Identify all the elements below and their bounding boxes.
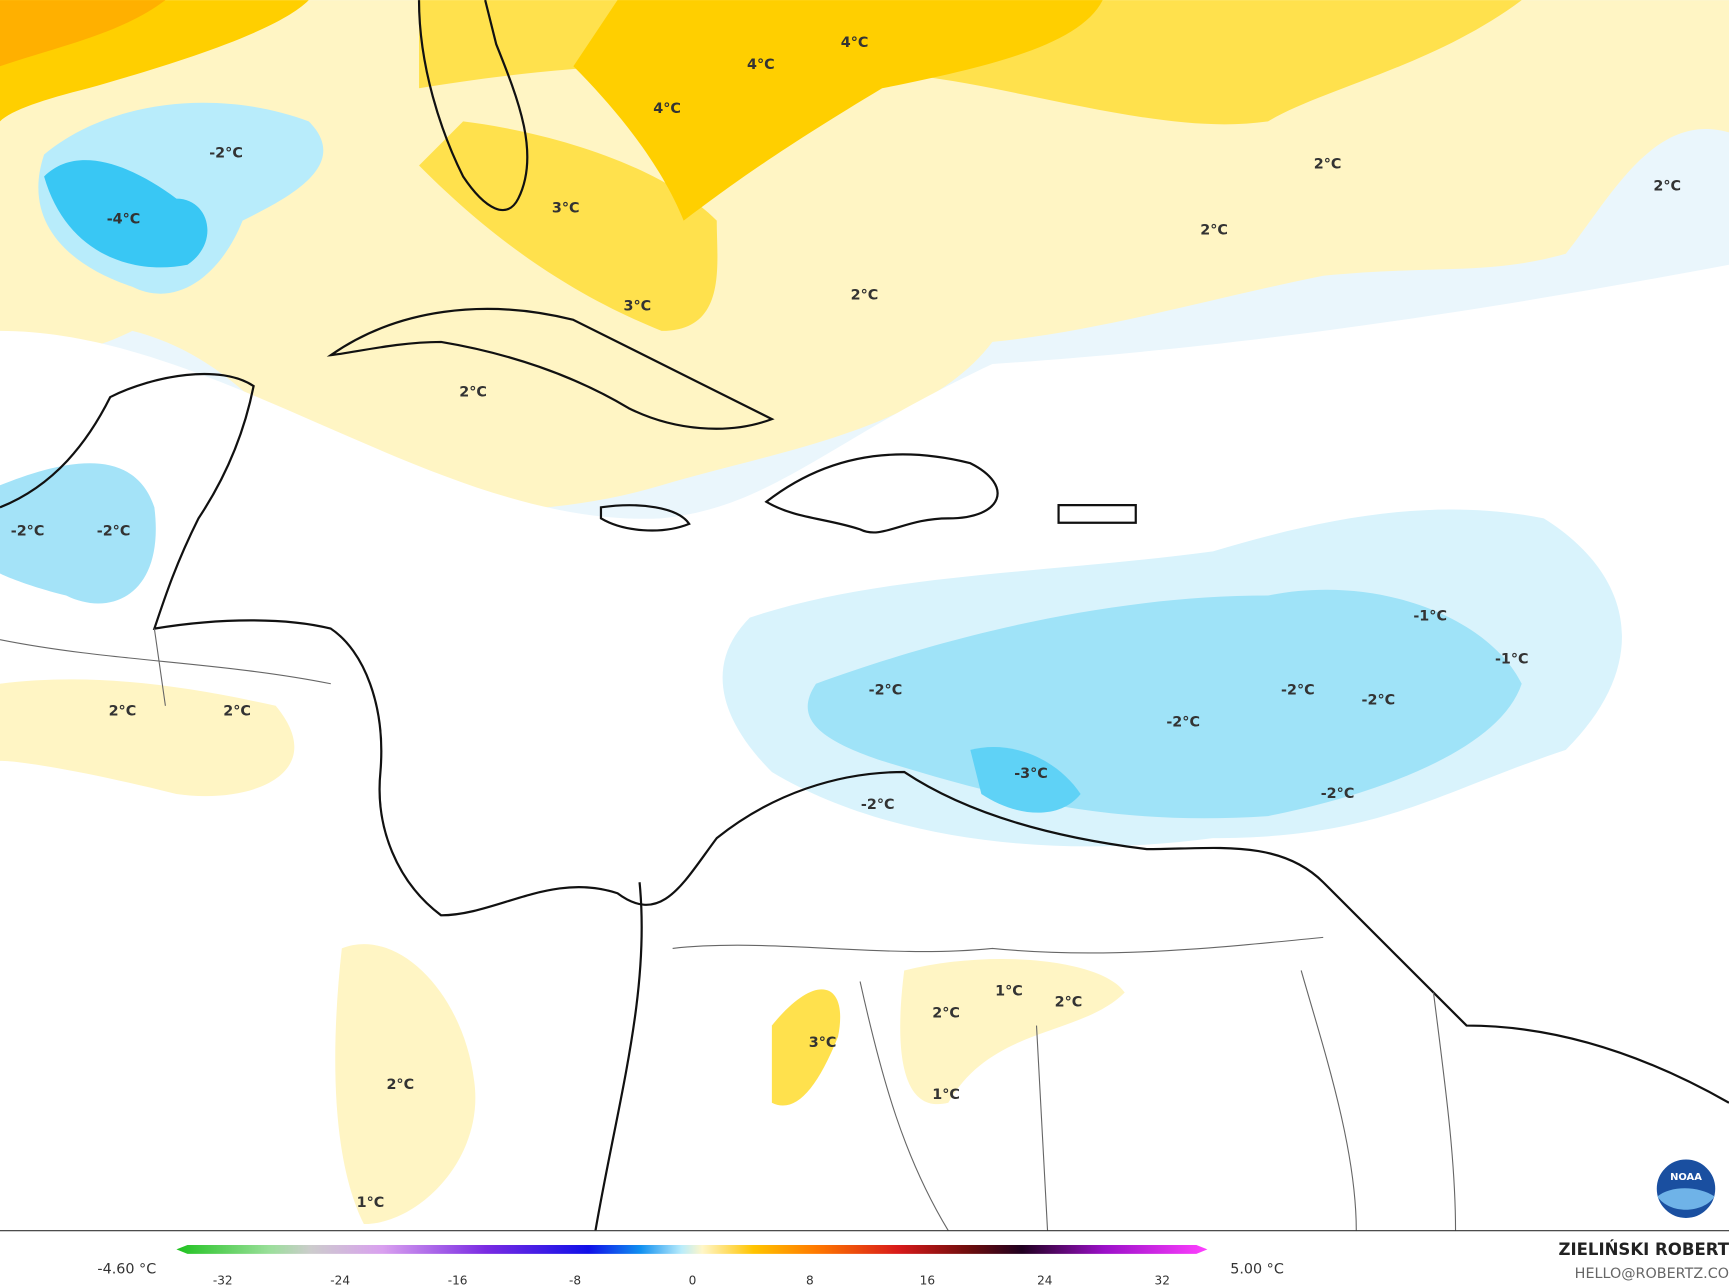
contour-label: 1°C xyxy=(995,983,1023,999)
contour-labels: 4°C 4°C 4°C -2°C -4°C 3°C 3°C 2°C 2°C 2°C 2°C 2°C -2… xyxy=(11,35,1681,1211)
scale-tick-label: 16 xyxy=(920,1274,935,1287)
coastlines xyxy=(0,0,1729,1231)
contour-label: 3°C xyxy=(809,1035,837,1051)
contour-label: 3°C xyxy=(552,200,580,216)
scale-tick-label: -8 xyxy=(569,1274,581,1287)
noaa-logo: NOAA xyxy=(1653,1156,1719,1222)
contour-label: 2°C xyxy=(1653,178,1681,194)
min-label: -4.60 °C xyxy=(97,1262,156,1278)
contour-label: 2°C xyxy=(932,1005,960,1021)
scale-tick-label: -32 xyxy=(213,1274,233,1287)
contour-label: 2°C xyxy=(459,385,487,401)
contact-credit: HELLO@ROBERTZ.CO xyxy=(1575,1266,1729,1282)
contour-label: 1°C xyxy=(932,1087,960,1103)
contour-label: -2°C xyxy=(869,682,903,698)
contour-label: -2°C xyxy=(1362,692,1396,708)
contour-label: 2°C xyxy=(1200,223,1228,239)
contour-label: 2°C xyxy=(109,703,137,719)
contour-label: 2°C xyxy=(223,703,251,719)
max-label: 5.00 °C xyxy=(1230,1262,1284,1278)
contour-label: -1°C xyxy=(1495,651,1529,667)
anomaly-field xyxy=(0,0,1729,1231)
logo-text: NOAA xyxy=(1670,1172,1702,1183)
contour-label: -2°C xyxy=(1321,786,1355,802)
contour-label: 4°C xyxy=(841,35,869,51)
contour-label: 2°C xyxy=(1314,156,1342,172)
scale-tick-label: 32 xyxy=(1155,1274,1170,1287)
contour-label: -2°C xyxy=(209,145,243,161)
contour-label: -1°C xyxy=(1413,608,1447,624)
contour-label: 4°C xyxy=(747,57,775,73)
scale-tick-label: 0 xyxy=(689,1274,697,1287)
contour-label: 1°C xyxy=(357,1195,385,1211)
contour-label: 2°C xyxy=(386,1077,414,1093)
contour-label: -2°C xyxy=(1281,682,1315,698)
color-scale-bar xyxy=(176,1245,1208,1254)
contour-label: 3°C xyxy=(624,299,652,315)
contour-label: -2°C xyxy=(1166,714,1200,730)
scale-tick-label: 24 xyxy=(1037,1274,1053,1287)
contour-label: -3°C xyxy=(1014,766,1048,782)
scale-tick-label: -24 xyxy=(330,1274,350,1287)
contour-label: 4°C xyxy=(653,101,681,117)
contour-label: -2°C xyxy=(11,524,45,540)
contour-label: -4°C xyxy=(107,212,141,228)
contour-label: 2°C xyxy=(851,288,879,304)
contour-label: 2°C xyxy=(1055,994,1083,1010)
contour-label: -2°C xyxy=(861,797,895,813)
scale-tick-label: -16 xyxy=(448,1274,468,1287)
color-scale-ticks: -32 -24 -16 -8 0 8 16 24 32 xyxy=(213,1274,1170,1287)
contour-label: -2°C xyxy=(97,524,131,540)
author-credit: ZIELIŃSKI ROBERT xyxy=(1558,1240,1729,1259)
scale-tick-label: 8 xyxy=(806,1274,814,1287)
